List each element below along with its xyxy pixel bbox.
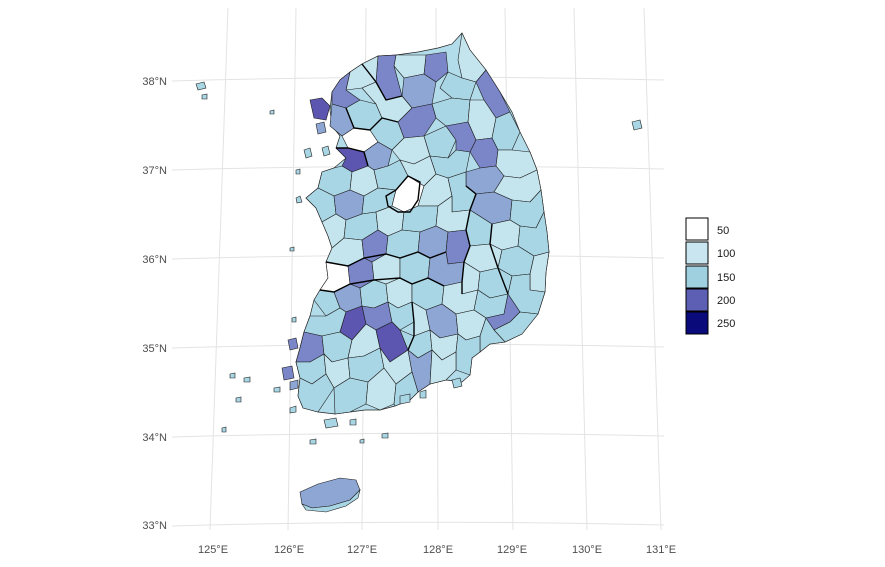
island — [289, 379, 299, 391]
island — [289, 246, 295, 252]
legend-label: 50 — [717, 225, 729, 237]
lon-axis: 125°E 126°E 127°E 128°E 129°E 130°E 131°… — [198, 544, 676, 556]
lat-label: 37°N — [142, 165, 167, 177]
boundary-line — [361, 63, 403, 101]
legend-swatch-200 — [685, 288, 709, 312]
jeju-north — [299, 477, 361, 509]
island — [315, 121, 327, 135]
legend-label: 250 — [717, 318, 735, 330]
lon-label: 131°E — [646, 544, 676, 556]
island — [321, 145, 331, 157]
meridian-131 — [643, 7, 662, 531]
island — [269, 109, 275, 115]
legend-label: 200 — [717, 295, 735, 307]
legend-swatch-50 — [685, 217, 709, 241]
meridian-130 — [573, 7, 588, 531]
lon-label: 128°E — [423, 544, 453, 556]
meridian-126 — [287, 7, 297, 531]
island — [381, 432, 389, 439]
island — [359, 438, 365, 444]
island — [287, 337, 299, 351]
boundary-line — [325, 251, 447, 267]
island — [291, 316, 297, 323]
boundary-line — [407, 301, 415, 351]
island — [281, 365, 295, 381]
district-region — [297, 373, 335, 413]
island — [323, 417, 339, 429]
island — [295, 195, 303, 204]
island — [399, 393, 411, 405]
boundary-line — [489, 223, 509, 295]
island-baengnyeong — [195, 81, 207, 91]
lon-label: 130°E — [572, 544, 602, 556]
island — [289, 405, 297, 414]
coastal-islands — [195, 81, 643, 445]
island — [221, 426, 227, 433]
meridian-125 — [209, 7, 229, 531]
district-layer — [295, 32, 550, 415]
parallel-33 — [171, 521, 665, 527]
island — [235, 396, 242, 403]
district-region — [455, 333, 481, 376]
lat-axis: 38°N 37°N 36°N 35°N 34°N 33°N — [142, 76, 167, 532]
island — [419, 389, 427, 399]
district-region — [429, 349, 457, 385]
lat-label: 35°N — [142, 343, 167, 355]
lat-label: 36°N — [142, 254, 167, 266]
island — [309, 438, 317, 445]
parallel-34 — [171, 432, 665, 438]
lon-label: 127°E — [347, 544, 377, 556]
island-geoje — [451, 377, 463, 389]
jeju-south — [301, 489, 361, 513]
boundary-line — [385, 175, 421, 213]
legend-swatch-150 — [685, 265, 709, 289]
island — [201, 93, 208, 100]
lon-label: 126°E — [274, 544, 304, 556]
legend-label: 100 — [717, 248, 735, 260]
boundary-line — [345, 107, 399, 131]
legend-label: 150 — [717, 272, 735, 284]
island — [243, 376, 251, 383]
island-ulleung — [631, 119, 643, 131]
legend: 50 100 150 200 250 — [685, 217, 735, 335]
island — [295, 168, 301, 175]
island — [303, 147, 313, 159]
boundary-line — [319, 277, 445, 293]
jeju-island — [299, 477, 361, 513]
island — [349, 418, 357, 426]
lat-label: 38°N — [142, 76, 167, 88]
district-region — [489, 219, 521, 251]
island — [273, 386, 281, 393]
lon-label: 129°E — [497, 544, 527, 556]
lon-label: 125°E — [198, 544, 228, 556]
boundary-line — [461, 185, 477, 294]
lat-label: 34°N — [142, 432, 167, 444]
district-region — [423, 125, 457, 159]
province-boundaries — [319, 63, 509, 351]
island — [229, 372, 236, 379]
legend-swatch-100 — [685, 241, 709, 265]
boundary-line — [336, 147, 369, 167]
lat-label: 33°N — [142, 520, 167, 532]
legend-swatch-250 — [685, 311, 709, 335]
island-ganghwa — [309, 97, 331, 121]
